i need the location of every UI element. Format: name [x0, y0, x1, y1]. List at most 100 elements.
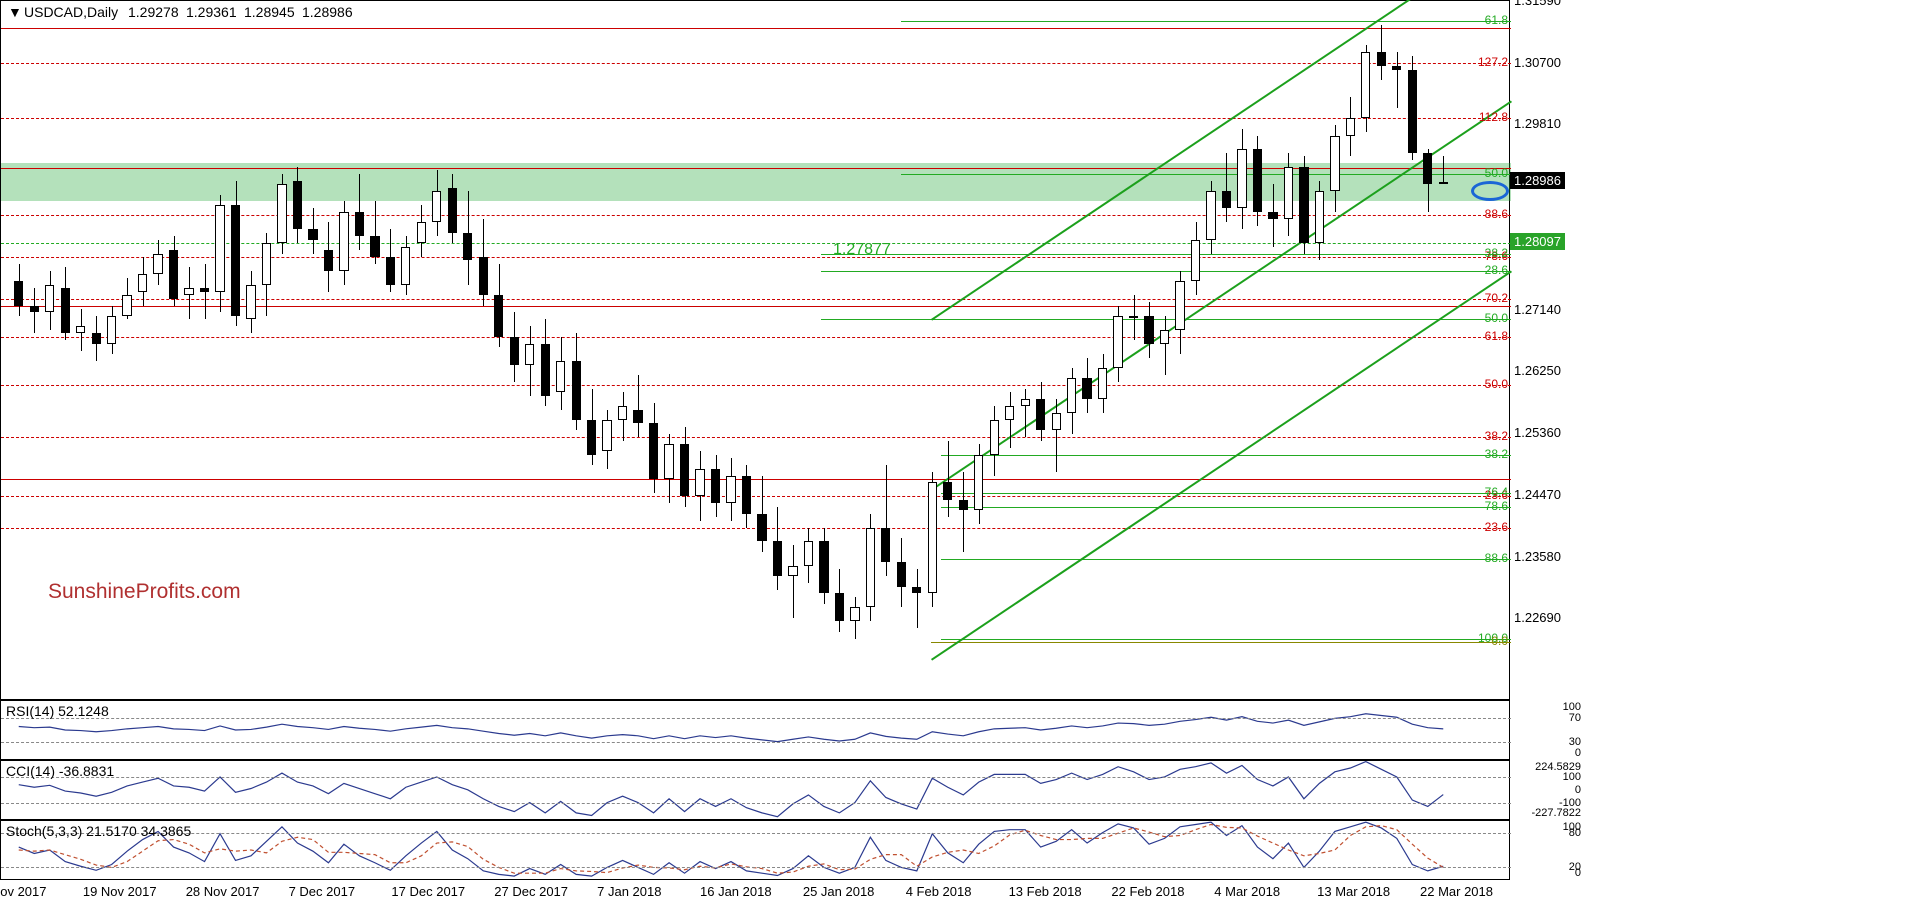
ohlc-close: 1.28986: [302, 4, 353, 20]
candle-wick: [1226, 153, 1227, 222]
level-line: [1, 118, 1511, 119]
candle-wick: [638, 375, 639, 437]
candle-body: [138, 274, 147, 291]
candle-body: [1299, 167, 1308, 243]
dropdown-icon[interactable]: ▼: [8, 4, 22, 20]
candle-body: [1005, 406, 1014, 420]
ohlc-high: 1.29361: [186, 4, 237, 20]
candle-body: [448, 188, 457, 233]
x-tick-label: 4 Feb 2018: [906, 884, 972, 899]
candle-body: [959, 500, 968, 510]
ohlc-open: 1.29278: [128, 4, 179, 20]
mid-price-label: 1.27877: [833, 241, 891, 259]
candle-body: [897, 562, 906, 586]
candle-body: [1206, 191, 1215, 240]
candle-body: [1021, 399, 1030, 406]
level-line: [1, 337, 1511, 338]
x-tick-label: 7 Dec 2017: [289, 884, 356, 899]
level-line: [1, 479, 1511, 480]
candle-body: [1423, 153, 1432, 184]
x-tick-label: 17 Dec 2017: [391, 884, 465, 899]
indicator-level: [1, 742, 1511, 743]
stoch-panel[interactable]: 10080200: [0, 820, 1510, 880]
candle-body: [819, 541, 828, 593]
candle-body: [572, 361, 581, 420]
candle-body: [494, 295, 503, 337]
fib-level-label: 112.8: [1479, 110, 1508, 124]
indicator-level: [1, 718, 1511, 719]
level-line: [941, 559, 1511, 560]
candle-body: [757, 514, 766, 542]
candle-wick: [1397, 52, 1398, 108]
fib-level-label: 61.8: [1485, 329, 1508, 343]
candle-body: [76, 326, 85, 333]
fib-level-label: 61.8: [1485, 13, 1508, 27]
candle-body: [510, 337, 519, 365]
candle-body: [649, 423, 658, 479]
candle-body: [122, 295, 131, 316]
x-tick-label: 28 Nov 2017: [186, 884, 260, 899]
level-line: [1, 299, 1511, 300]
candle-body: [1377, 52, 1386, 66]
candle-body: [525, 344, 534, 365]
candle-body: [92, 333, 101, 343]
candle-body: [339, 212, 348, 271]
candle-body: [324, 250, 333, 271]
candle-body: [479, 257, 488, 295]
indicator-line: [1, 761, 1511, 819]
candle-body: [695, 469, 704, 497]
x-tick-label: 4 Mar 2018: [1214, 884, 1280, 899]
candle-body: [1439, 182, 1448, 184]
candle-body: [386, 257, 395, 285]
candle-body: [231, 205, 240, 316]
x-tick-label: 9 Nov 2017: [0, 884, 47, 899]
candle-body: [788, 566, 797, 576]
x-tick-label: 25 Jan 2018: [803, 884, 875, 899]
y-tick-label: 1.24470: [1514, 487, 1561, 502]
candle-body: [432, 191, 441, 222]
candle-body: [1408, 70, 1417, 153]
price-marker: 1.28097: [1510, 233, 1565, 250]
rsi-panel[interactable]: 10070300: [0, 700, 1510, 760]
candle-body: [401, 247, 410, 285]
x-tick-label: 7 Jan 2018: [597, 884, 661, 899]
x-tick-label: 16 Jan 2018: [700, 884, 772, 899]
level-line: [941, 455, 1511, 456]
candle-body: [1113, 316, 1122, 368]
candle-body: [850, 607, 859, 621]
candle-body: [633, 410, 642, 424]
candle-body: [1082, 378, 1091, 399]
y-tick-label: 1.22690: [1514, 610, 1561, 625]
candle-body: [773, 541, 782, 576]
candle-wick: [205, 264, 206, 320]
stoch-label: Stoch(5,3,3) 21.5170 34.3865: [6, 823, 191, 839]
candle-body: [804, 541, 813, 565]
fib-level-label: 127.2: [1478, 55, 1508, 69]
x-tick-label: 13 Mar 2018: [1317, 884, 1390, 899]
candle-body: [1268, 212, 1277, 219]
fib-level-label: 70.2: [1485, 291, 1508, 305]
chart-container: 1.27877 10070300 224.58291000-100-227.78…: [0, 0, 1916, 920]
cci-panel[interactable]: 224.58291000-100-227.7822: [0, 760, 1510, 820]
symbol-timeframe: USDCAD,Daily: [24, 4, 118, 20]
candle-body: [974, 455, 983, 511]
fib-level-label: 28.6: [1485, 263, 1508, 277]
candle-body: [30, 306, 39, 313]
candle-wick: [917, 569, 918, 628]
candle-body: [246, 285, 255, 320]
candle-body: [1098, 368, 1107, 399]
candle-body: [990, 420, 999, 455]
candle-body: [928, 482, 937, 593]
candle-body: [1346, 118, 1355, 135]
candle-wick: [793, 545, 794, 618]
watermark: SunshineProfits.com: [48, 580, 241, 604]
candle-body: [742, 476, 751, 514]
candle-body: [912, 587, 921, 594]
fib-level-label: 78.6: [1485, 499, 1508, 513]
candle-wick: [1010, 392, 1011, 448]
candle-body: [943, 482, 952, 499]
level-line: [1, 63, 1511, 64]
fib-level-label: 38.2: [1485, 447, 1508, 461]
ohlc-low: 1.28945: [244, 4, 295, 20]
candle-body: [541, 344, 550, 396]
